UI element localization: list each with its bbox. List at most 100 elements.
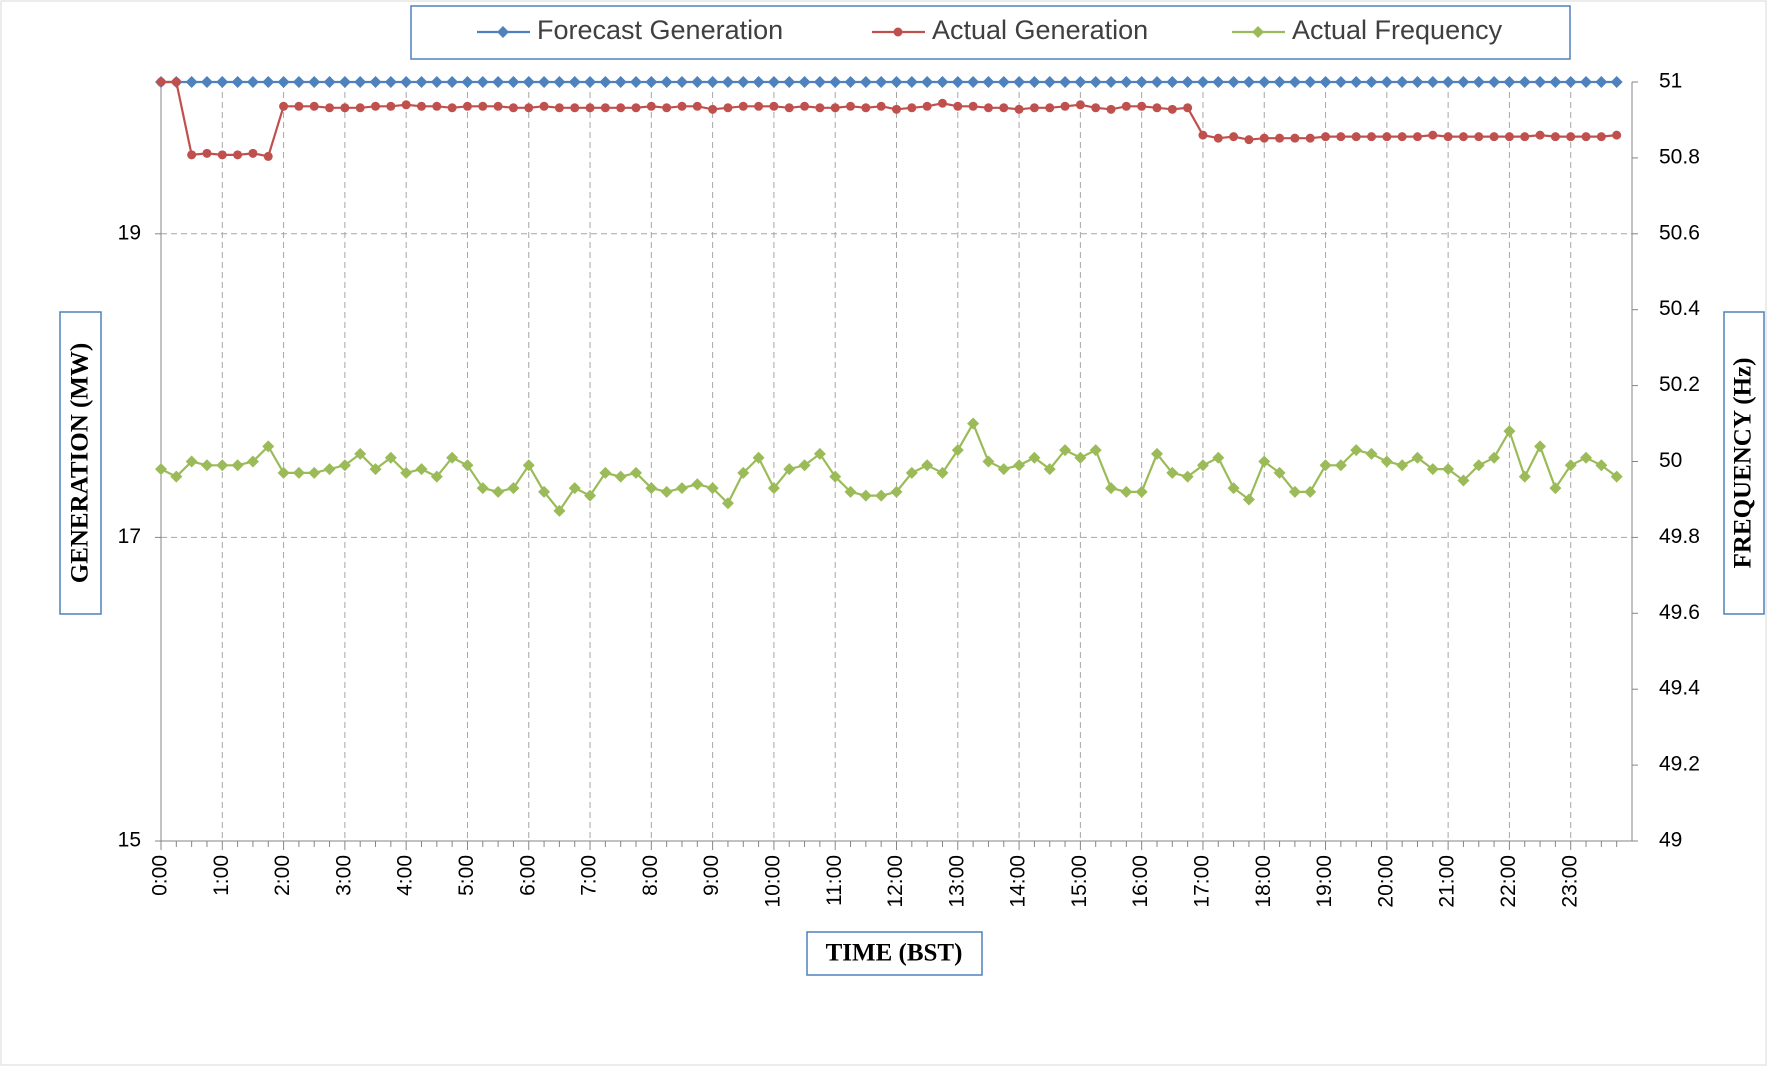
series-marker [554, 103, 564, 113]
series-marker [292, 466, 305, 479]
series-marker [706, 482, 719, 495]
series-marker [892, 104, 901, 114]
y-tick-label: 15 [118, 829, 141, 852]
series-marker [1426, 76, 1439, 88]
series-marker [1014, 104, 1024, 114]
series-marker [1105, 76, 1118, 88]
x-tick-label: 7:00 [578, 855, 601, 896]
series-marker [645, 76, 658, 88]
series-marker [982, 455, 995, 468]
series-marker [568, 482, 581, 495]
series-marker [1472, 76, 1485, 88]
series-marker [1242, 76, 1255, 88]
series-marker [568, 76, 581, 88]
series-marker [1319, 76, 1332, 88]
series-marker [1581, 132, 1591, 142]
series-marker [1229, 132, 1239, 142]
series-marker [1074, 76, 1087, 88]
series-marker [967, 76, 980, 88]
series-marker [355, 103, 365, 113]
legend-box [410, 5, 1571, 60]
series-marker [1411, 451, 1424, 464]
series-marker [968, 101, 978, 111]
series-marker [1412, 132, 1422, 142]
series-marker [614, 470, 627, 483]
series-marker [217, 150, 227, 160]
x-tick-label: 11:00 [823, 855, 846, 906]
series-marker [1365, 76, 1378, 88]
x-tick-label: 15:00 [1068, 855, 1091, 908]
series-marker [599, 76, 612, 88]
series-marker [859, 489, 872, 502]
series-marker [354, 447, 367, 460]
series-marker [371, 101, 381, 111]
series-marker [951, 444, 964, 457]
series-marker [737, 76, 750, 88]
series-marker [185, 455, 198, 468]
series-marker [1549, 482, 1562, 495]
series-marker [462, 101, 472, 111]
series-marker [798, 459, 811, 472]
series-marker [538, 76, 551, 88]
series-marker [1013, 459, 1026, 472]
series-marker [1135, 76, 1148, 88]
series-marker [616, 103, 626, 113]
series-marker [233, 150, 243, 160]
series-marker [645, 482, 658, 495]
y-tick-label: 17 [118, 525, 141, 548]
series-marker [432, 101, 442, 111]
series-marker [170, 470, 183, 483]
series-marker [1564, 459, 1577, 472]
x-tick-label: 18:00 [1252, 855, 1275, 908]
series-marker [248, 148, 258, 158]
series-marker [1196, 459, 1209, 472]
series-marker [721, 76, 734, 88]
series-marker [185, 76, 198, 88]
series-marker [553, 504, 566, 517]
y-tick-label: 19 [118, 221, 141, 244]
series-marker [1150, 447, 1163, 460]
series-marker [1534, 76, 1547, 88]
series-marker [675, 76, 688, 88]
series-marker [1442, 463, 1455, 476]
series-marker [1029, 103, 1039, 113]
series-marker [1518, 76, 1531, 88]
series-marker [752, 76, 765, 88]
series-marker [1488, 451, 1501, 464]
series-marker [844, 485, 857, 498]
series-marker [921, 76, 934, 88]
series-marker [767, 482, 780, 495]
series-marker [997, 76, 1010, 88]
series-marker [1273, 466, 1286, 479]
series-marker [708, 104, 718, 114]
series-marker [1411, 76, 1424, 88]
x-tick-label: 21:00 [1436, 855, 1459, 908]
series-marker [1350, 76, 1363, 88]
series-marker [338, 459, 351, 472]
x-tick-label: 17:00 [1191, 855, 1214, 908]
series-marker [1580, 451, 1593, 464]
series-marker [1488, 76, 1501, 88]
series-marker [354, 76, 367, 88]
series-marker [1043, 76, 1056, 88]
series-marker [754, 101, 764, 111]
series-marker [446, 451, 459, 464]
series-marker [1396, 459, 1409, 472]
series-marker [1428, 130, 1438, 140]
series-marker [187, 150, 197, 160]
x-tick-label: 19:00 [1313, 855, 1336, 908]
series-marker [859, 76, 872, 88]
series-marker [1212, 451, 1225, 464]
series-marker [1089, 76, 1102, 88]
x-tick-label: 23:00 [1558, 855, 1581, 908]
series-marker [1610, 470, 1623, 483]
series-marker [492, 76, 505, 88]
series-marker [599, 466, 612, 479]
y2-tick-label: 50.4 [1659, 297, 1700, 320]
series-marker [1290, 133, 1300, 143]
series-marker [430, 76, 443, 88]
series-marker [951, 76, 964, 88]
series-marker [1351, 132, 1361, 142]
series-marker [937, 98, 947, 108]
